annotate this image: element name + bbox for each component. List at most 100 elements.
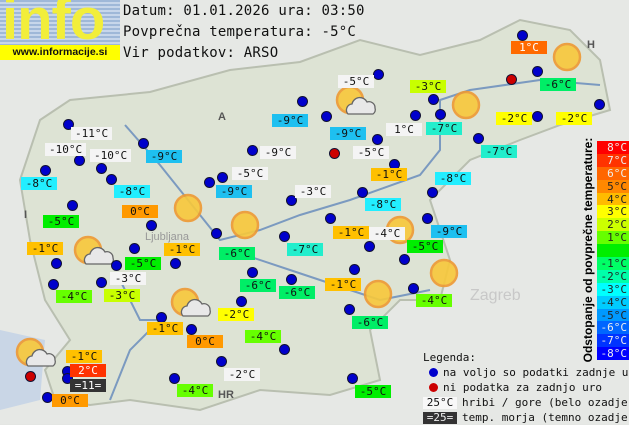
station-dot[interactable] — [533, 67, 542, 76]
temperature-label: -11°C — [71, 127, 113, 140]
station-dot[interactable] — [298, 97, 307, 106]
station-dot[interactable] — [348, 374, 357, 383]
temperature-label: -9°C — [260, 146, 296, 159]
station-dot[interactable] — [428, 188, 437, 197]
temperature-label: -1°C — [147, 322, 183, 335]
station-dot[interactable] — [409, 284, 418, 293]
station-dot[interactable] — [436, 110, 445, 119]
station-dot[interactable] — [170, 374, 179, 383]
sun-cloud-icon — [334, 84, 382, 124]
station-dot[interactable] — [237, 297, 246, 306]
blue-dot-icon — [429, 368, 438, 377]
scale-row: 4°C — [597, 192, 629, 206]
red-dot-icon — [429, 383, 438, 392]
temperature-label: -5°C — [125, 257, 161, 270]
logo-word: info — [2, 0, 105, 52]
temperature-label: -1°C — [371, 168, 407, 181]
station-dot[interactable] — [518, 31, 527, 40]
scale-row: 1°C — [597, 231, 629, 244]
station-dot[interactable] — [326, 214, 335, 223]
station-dot[interactable] — [212, 229, 221, 238]
station-dot[interactable] — [139, 139, 148, 148]
station-dot[interactable] — [107, 175, 116, 184]
color-scale: 8°C 7°C 6°C 5°C 4°C 3°C 2°C 1°C -1°C -2°C -3°C -4°C… — [597, 141, 629, 360]
station-dot[interactable] — [205, 178, 214, 187]
station-dot[interactable] — [474, 134, 483, 143]
temperature-label: -8°C — [114, 185, 150, 198]
station-dot[interactable] — [157, 313, 166, 322]
station-dot[interactable] — [374, 70, 383, 79]
station-dot[interactable] — [112, 261, 121, 270]
station-dot[interactable] — [429, 95, 438, 104]
station-dot[interactable] — [63, 367, 72, 376]
legend-title: Legenda: — [423, 351, 476, 364]
temperature-label: -5°C — [355, 385, 391, 398]
temperature-label: -7°C — [287, 243, 323, 256]
logo[interactable]: info www.informacije.si — [0, 0, 120, 60]
station-dot[interactable] — [373, 135, 382, 144]
logo-url[interactable]: www.informacije.si — [0, 45, 120, 60]
temperature-label: -1°C — [27, 242, 63, 255]
station-dot[interactable] — [171, 259, 180, 268]
station-dot[interactable] — [248, 146, 257, 155]
station-dot[interactable] — [248, 268, 257, 277]
station-dot[interactable] — [533, 112, 542, 121]
station-dot[interactable] — [63, 374, 72, 383]
temperature-label: -9°C — [146, 150, 182, 163]
station-dot[interactable] — [365, 242, 374, 251]
temperature-label: -5°C — [338, 75, 374, 88]
station-dot-no-data[interactable] — [26, 372, 35, 381]
temperature-label: -1°C — [164, 243, 200, 256]
scale-row: -8°C — [597, 347, 629, 360]
station-dot[interactable] — [423, 214, 432, 223]
scale-row: 8°C — [597, 141, 629, 154]
station-dot[interactable] — [280, 232, 289, 241]
station-dot[interactable] — [97, 278, 106, 287]
temperature-label: -4°C — [56, 290, 92, 303]
station-dot[interactable] — [280, 345, 289, 354]
scale-row — [597, 244, 629, 258]
sun-cloud-icon — [169, 286, 217, 326]
temperature-label: -4°C — [177, 384, 213, 397]
station-dot[interactable] — [287, 275, 296, 284]
station-dot[interactable] — [64, 120, 73, 129]
temperature-label: =11= — [70, 379, 106, 392]
station-dot[interactable] — [52, 259, 61, 268]
station-dot[interactable] — [400, 255, 409, 264]
scale-row: 3°C — [597, 205, 629, 218]
station-dot[interactable] — [68, 201, 77, 210]
temperature-label: -5°C — [353, 146, 389, 159]
station-dot[interactable] — [595, 100, 604, 109]
station-dot-no-data[interactable] — [507, 75, 516, 84]
station-dot[interactable] — [49, 280, 58, 289]
legend: Legenda: na voljo so podatki zadnje ure … — [423, 350, 629, 425]
station-dot[interactable] — [411, 111, 420, 120]
temperature-label: -3°C — [110, 272, 146, 285]
temperature-label: -8°C — [365, 198, 401, 211]
station-dot[interactable] — [147, 221, 156, 230]
sun-icon — [551, 41, 599, 81]
station-dot[interactable] — [218, 173, 227, 182]
temperature-label: -2°C — [224, 368, 260, 381]
station-dot[interactable] — [322, 112, 331, 121]
temperature-label: 0°C — [187, 335, 223, 348]
temperature-label: -8°C — [435, 172, 471, 185]
temperature-label: -9°C — [431, 225, 467, 238]
station-dot[interactable] — [41, 166, 50, 175]
temperature-label: -6°C — [219, 247, 255, 260]
station-dot[interactable] — [287, 196, 296, 205]
station-dot-no-data[interactable] — [330, 149, 339, 158]
temperature-label: 2°C — [70, 364, 106, 377]
station-dot[interactable] — [390, 160, 399, 169]
station-dot[interactable] — [75, 156, 84, 165]
station-dot[interactable] — [97, 164, 106, 173]
station-dot[interactable] — [217, 357, 226, 366]
station-dot[interactable] — [43, 393, 52, 402]
scale-row: -4°C — [597, 295, 629, 309]
station-dot[interactable] — [130, 244, 139, 253]
scale-title: Odstopanje od povprečne temperature: — [581, 137, 595, 363]
station-dot[interactable] — [345, 305, 354, 314]
station-dot[interactable] — [187, 325, 196, 334]
station-dot[interactable] — [350, 265, 359, 274]
station-dot[interactable] — [358, 188, 367, 197]
